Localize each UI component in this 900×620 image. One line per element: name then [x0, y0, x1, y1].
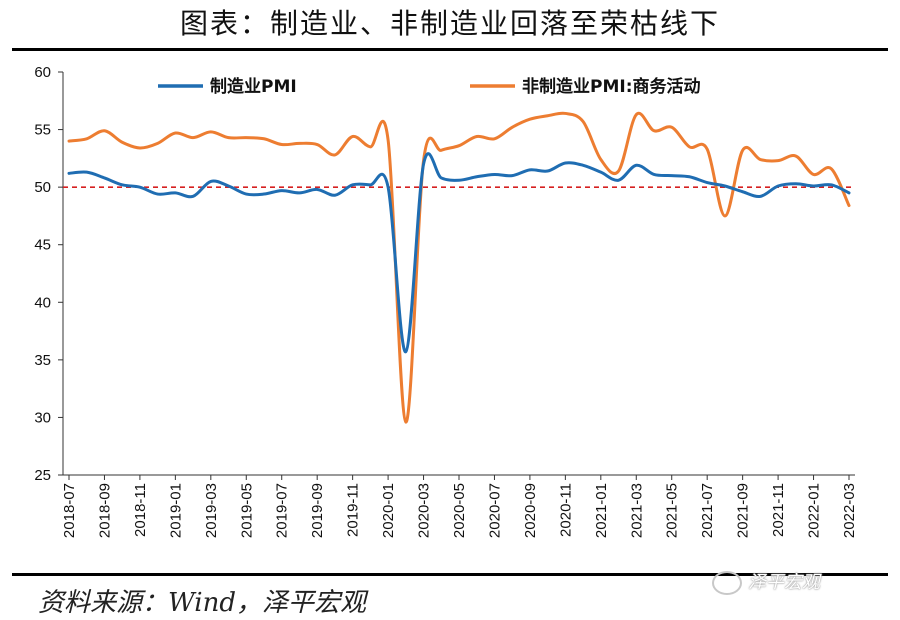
x-tick-label: 2020-05: [451, 483, 468, 538]
x-tick-label: 2018-09: [96, 483, 113, 538]
x-tick-label: 2021-07: [699, 483, 716, 538]
x-tick-label: 2020-03: [416, 483, 433, 538]
series-lines-group: [67, 111, 851, 424]
y-tick-label: 40: [34, 294, 51, 311]
x-tick-label: 2020-09: [522, 483, 539, 538]
x-tick-label: 2019-05: [238, 483, 255, 538]
x-tick-label: 2021-03: [628, 483, 645, 538]
legend: 制造业PMI 非制造业PMI:商务活动: [158, 76, 701, 97]
y-tick-label: 50: [34, 179, 51, 196]
x-tick-label: 2021-01: [593, 483, 610, 538]
y-tick-label: 55: [34, 122, 51, 139]
x-tick-label: 2022-03: [841, 483, 858, 538]
x-tick-label: 2019-01: [167, 483, 184, 538]
y-tick-label: 45: [34, 237, 51, 254]
legend-label-0: 制造业PMI: [210, 76, 297, 97]
series-line-0: [67, 152, 851, 354]
wechat-logo-icon: [712, 571, 742, 595]
title-rule: [12, 48, 888, 51]
x-tick-label: 2018-11: [132, 483, 149, 537]
y-tick-label: 30: [34, 409, 51, 426]
x-tick-label: 2021-09: [735, 483, 752, 538]
y-tick-label: 60: [34, 64, 51, 81]
legend-label-1: 非制造业PMI:商务活动: [522, 76, 701, 97]
x-tick-label: 2019-03: [203, 483, 220, 538]
x-tick-label: 2021-05: [664, 483, 681, 538]
x-tick-label: 2020-07: [486, 483, 503, 538]
axes-group: 25 30 35 40 45 50 55 60 2018-07 2018-09 2018-11 201…: [34, 64, 858, 538]
y-tick-label: 25: [34, 467, 51, 484]
y-tick-label: 35: [34, 352, 51, 369]
x-tick-label: 2022-01: [806, 483, 823, 538]
footer-rule: [12, 573, 888, 576]
source-note: 资料来源：Wind，泽平宏观: [38, 588, 366, 618]
watermark: 泽平宏观: [712, 568, 882, 598]
x-tick-label: 2018-07: [61, 483, 78, 538]
x-tick-label: 2019-11: [345, 483, 362, 537]
series-line-1: [67, 111, 851, 424]
watermark-text: 泽平宏观: [748, 572, 820, 593]
x-tick-label: 2020-01: [380, 483, 397, 538]
x-tick-label: 2019-09: [309, 483, 326, 538]
chart-title: 图表：制造业、非制造业回落至荣枯线下: [179, 7, 720, 40]
x-tick-label: 2019-07: [274, 483, 291, 538]
x-tick-label: 2021-11: [770, 483, 787, 537]
x-tick-label: 2020-11: [557, 483, 574, 537]
